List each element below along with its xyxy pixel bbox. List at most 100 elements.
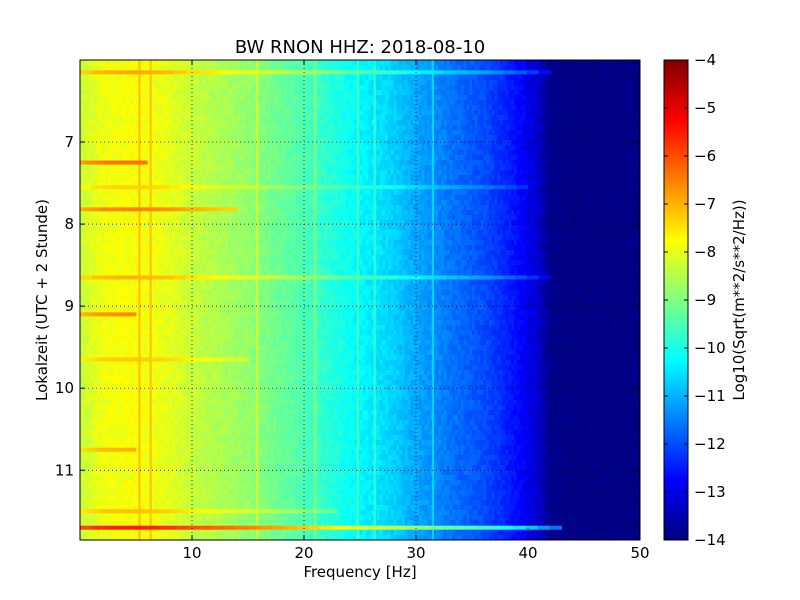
spectrogram-cell (158, 430, 162, 436)
spectrogram-cell (206, 95, 210, 101)
spectrogram-cell (178, 365, 182, 371)
spectrogram-cell (136, 315, 140, 321)
spectrogram-cell (147, 390, 151, 396)
spectrogram-cell (192, 230, 196, 236)
spectrogram-cell (183, 280, 187, 286)
spectrogram-cell (211, 405, 215, 411)
spectrogram-cell (122, 250, 126, 256)
spectrogram-cell (158, 150, 162, 156)
spectrogram-cell (110, 420, 115, 426)
spectrogram-cell (211, 420, 215, 426)
spectrogram-cell (180, 310, 185, 316)
spectrogram-cell (122, 380, 126, 386)
spectrogram-cell (155, 375, 159, 381)
spectrogram-cell (122, 260, 126, 266)
spectrogram-cell (178, 470, 182, 476)
spectrogram-cell (217, 370, 221, 376)
spectrogram-cell (183, 415, 187, 421)
spectrogram-cell (175, 200, 179, 206)
spectrogram-cell (136, 150, 140, 156)
spectrogram-cell (155, 520, 159, 526)
spectrogram-cell (110, 150, 115, 156)
spectrogram-cell (166, 110, 171, 116)
spectrogram-cell (99, 245, 103, 251)
spectrogram-cell (192, 150, 196, 156)
spectrogram-cell (80, 215, 84, 221)
spectrogram-cell (200, 465, 204, 471)
spectrogram-cell (144, 330, 148, 336)
spectrogram-cell (116, 335, 120, 341)
spectrogram-cell (161, 490, 165, 496)
spectrogram-cell (172, 225, 176, 231)
spectrogram-cell (158, 130, 162, 136)
spectrogram-cell (133, 495, 137, 501)
spectrogram-cell (133, 260, 137, 266)
spectrogram-cell (178, 80, 182, 86)
spectrogram-cell (122, 505, 126, 511)
spectrogram-cell (147, 370, 151, 376)
spectrogram-cell (192, 370, 196, 376)
spectrogram-cell (105, 405, 109, 411)
spectrogram-cell (136, 480, 140, 486)
spectrogram-cell (94, 110, 98, 116)
spectrogram-cell (113, 380, 117, 386)
spectrogram-cell (122, 290, 126, 296)
spectrogram-cell (169, 80, 173, 86)
spectrogram-cell (127, 210, 131, 216)
spectrogram-cell (88, 240, 92, 246)
spectrogram-cell (116, 350, 120, 356)
spectrogram-cell (180, 440, 185, 446)
spectrogram-cell (152, 490, 157, 496)
spectrogram-cell (169, 265, 173, 271)
spectrogram-cell (178, 385, 182, 391)
spectrogram-cell (220, 60, 224, 66)
spectrogram-cell (82, 380, 87, 386)
spectrogram-cell (214, 370, 218, 376)
spectrogram-cell (194, 455, 199, 461)
spectrogram-cell (94, 385, 98, 391)
spectrogram-cell (217, 435, 221, 441)
spectrogram-cell (158, 210, 162, 216)
spectrogram-cell (108, 240, 112, 246)
spectrogram-cell (214, 485, 218, 491)
spectrogram-cell (220, 400, 224, 406)
spectrogram-cell (192, 145, 196, 151)
spectrogram-cell (206, 225, 210, 231)
spectrogram-cell (164, 425, 168, 431)
spectrogram-cell (85, 490, 89, 496)
spectrogram-cell (220, 360, 224, 366)
spectrogram-cell (164, 180, 168, 186)
spectrogram-cell (200, 160, 204, 166)
spectrogram-cell (119, 400, 123, 406)
spectrogram-cell (82, 100, 87, 106)
spectrogram-cell (186, 305, 190, 311)
spectrogram-cell (211, 115, 215, 121)
spectrogram-cell (96, 175, 101, 181)
spectrogram-cell (141, 500, 145, 506)
spectrogram-cell (91, 425, 95, 431)
spectrogram-cell (217, 100, 221, 106)
spectrogram-cell (96, 290, 101, 296)
spectrogram-cell (220, 425, 224, 431)
spectrogram-cell (136, 280, 140, 286)
spectrogram-cell (175, 100, 179, 106)
spectrogram-cell (108, 405, 112, 411)
spectrogram-cell (110, 490, 115, 496)
spectrogram-cell (108, 220, 112, 226)
spectrogram-cell (203, 390, 207, 396)
spectrogram-cell (211, 515, 215, 521)
spectrogram-cell (88, 180, 92, 186)
spectrogram-cell (189, 80, 193, 86)
spectrogram-cell (211, 140, 215, 146)
spectrogram-cell (208, 65, 213, 71)
spectrogram-cell (166, 285, 171, 291)
spectrogram-cell (208, 220, 213, 226)
spectrogram-cell (208, 460, 213, 466)
spectrogram-cell (80, 80, 84, 86)
spectrogram-cell (158, 105, 162, 111)
spectrogram-cell (136, 115, 140, 121)
spectrogram-cell (152, 280, 157, 286)
spectrogram-cell (113, 190, 117, 196)
spectrogram-cell (161, 440, 165, 446)
spectrogram-cell (119, 235, 123, 241)
